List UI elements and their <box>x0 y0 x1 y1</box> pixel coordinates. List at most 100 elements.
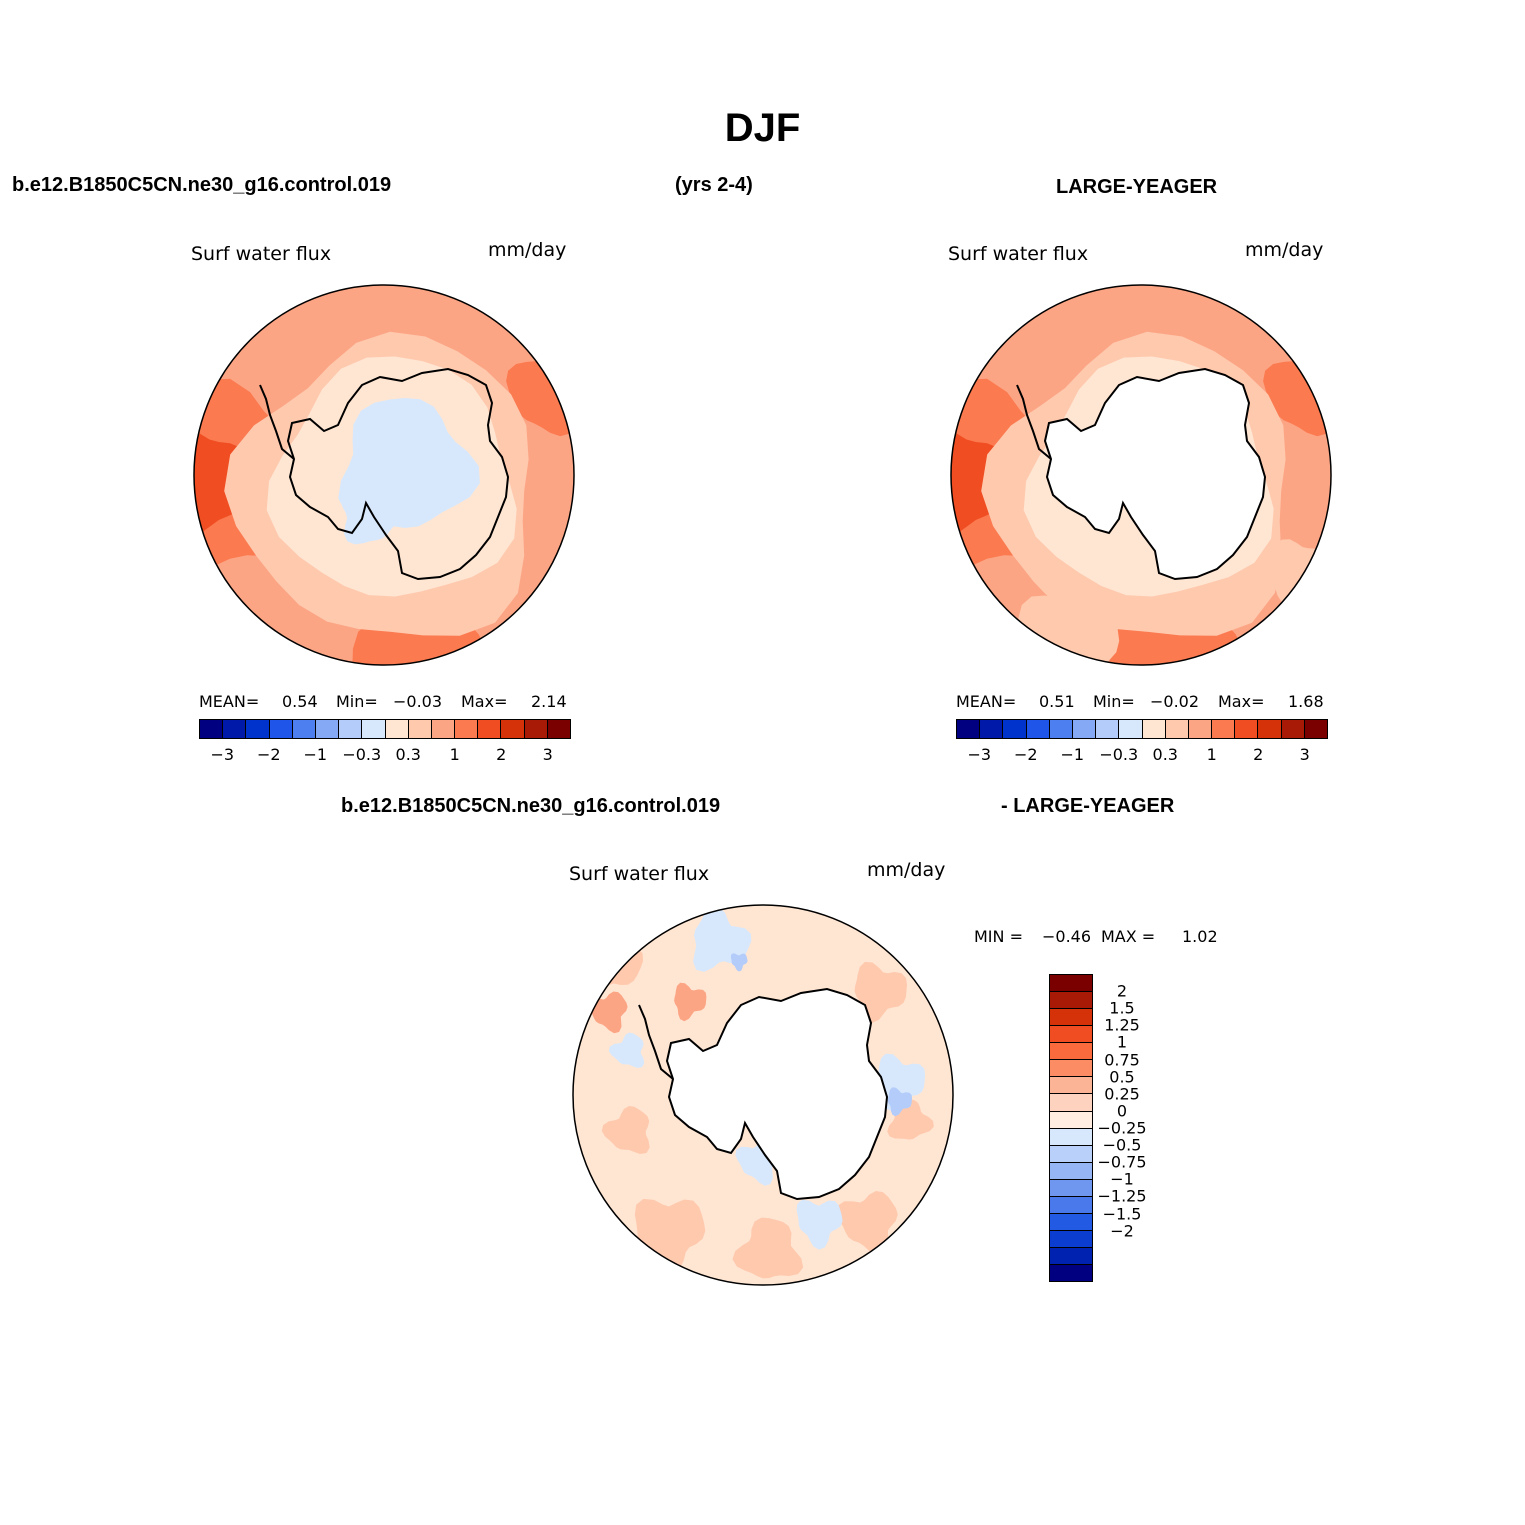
obs-name: LARGE-YEAGER <box>1056 176 1218 198</box>
colorbar-swatch <box>362 720 386 738</box>
colorbar-swatch <box>501 720 525 738</box>
colorbar-tick-label: 0.25 <box>1104 1084 1140 1104</box>
colorbar-tick-label: −0.3 <box>1099 745 1139 764</box>
colorbar-tick-label: 0.3 <box>1152 745 1178 764</box>
map-field <box>194 285 574 665</box>
colorbar-tick-label: 2 <box>1253 745 1264 764</box>
colorbar-swatch <box>1050 1248 1092 1266</box>
panel1-max-label: Max= <box>461 692 508 711</box>
colorbar-swatch <box>1003 720 1027 738</box>
diff-colorbar <box>1049 974 1093 1282</box>
colorbar-swatch <box>1050 1230 1092 1248</box>
colorbar-swatch <box>1050 1265 1092 1282</box>
colorbar-swatch <box>1050 1128 1092 1146</box>
colorbar-swatch <box>223 720 247 738</box>
colorbar-tick-label: 0.5 <box>1109 1067 1135 1087</box>
panel1-map <box>193 284 575 666</box>
colorbar-swatch <box>1235 720 1259 738</box>
colorbar-swatch <box>1050 1111 1092 1129</box>
colorbar-swatch <box>1050 1145 1092 1163</box>
page-title: DJF <box>724 106 801 150</box>
colorbar-swatch <box>455 720 479 738</box>
panel3-max-label: MAX = <box>1101 927 1156 946</box>
colorbar-tick-label: 1 <box>449 745 460 764</box>
panel3-variable: Surf water flux <box>569 863 710 885</box>
colorbar-swatch <box>408 720 432 738</box>
colorbar-swatch <box>200 720 224 738</box>
colorbar-swatch <box>1049 720 1073 738</box>
colorbar-swatch <box>1050 1043 1092 1061</box>
panel2-units: mm/day <box>1245 239 1324 261</box>
panel1-colorbar <box>199 719 571 739</box>
colorbar-tick-label: −1 <box>303 745 328 764</box>
colorbar-swatch <box>269 720 293 738</box>
colorbar-tick-label: −1.5 <box>1102 1204 1142 1224</box>
panel3-map <box>572 904 954 1286</box>
colorbar-tick-label: 3 <box>1299 745 1310 764</box>
colorbar-swatch <box>478 720 502 738</box>
colorbar-swatch <box>1050 1162 1092 1180</box>
panel1-variable: Surf water flux <box>191 243 332 265</box>
panel3-min: −0.46 <box>1042 927 1092 946</box>
colorbar-tick-label: 0 <box>1116 1101 1128 1121</box>
period-label: (yrs 2-4) <box>675 174 753 196</box>
colorbar-swatch <box>1142 720 1166 738</box>
colorbar-swatch <box>1212 720 1236 738</box>
colorbar-tick-label: −0.5 <box>1102 1135 1142 1155</box>
panel1-max: 2.14 <box>531 692 567 711</box>
colorbar-swatch <box>1050 1196 1092 1214</box>
colorbar-tick-label: 3 <box>542 745 553 764</box>
colorbar-swatch <box>547 720 570 738</box>
colorbar-swatch <box>315 720 340 738</box>
panel3-min-label: MIN = <box>974 927 1023 946</box>
colorbar-swatch <box>1050 975 1092 993</box>
colorbar-swatch <box>1072 720 1097 738</box>
colorbar-swatch <box>1050 1009 1092 1027</box>
colorbar-tick-label: −0.75 <box>1097 1152 1147 1172</box>
colorbar-swatch <box>292 720 316 738</box>
colorbar-swatch <box>1119 720 1143 738</box>
colorbar-tick-label: −2 <box>1013 745 1038 764</box>
colorbar-swatch <box>524 720 548 738</box>
colorbar-swatch <box>1050 992 1092 1010</box>
panel1-mean-label: MEAN= <box>199 692 260 711</box>
panel2-map <box>950 284 1332 666</box>
panel2-max: 1.68 <box>1288 692 1324 711</box>
colorbar-swatch <box>1188 720 1213 738</box>
colorbar-tick-label: −0.3 <box>342 745 382 764</box>
colorbar-swatch <box>1050 1026 1092 1044</box>
colorbar-swatch <box>1050 1179 1092 1197</box>
panel3-max: 1.02 <box>1182 927 1218 946</box>
colorbar-swatch <box>1050 1060 1092 1078</box>
colorbar-swatch <box>1050 1213 1092 1231</box>
colorbar-swatch <box>1050 1077 1092 1095</box>
panel2-min-label: Min= <box>1093 692 1135 711</box>
case-name: b.e12.B1850C5CN.ne30_g16.control.019 <box>12 174 392 196</box>
panel2-min: −0.02 <box>1150 692 1200 711</box>
diff-case-name: b.e12.B1850C5CN.ne30_g16.control.019 <box>341 795 721 817</box>
colorbar-tick-label: −3 <box>210 745 235 764</box>
panel1-min: −0.03 <box>393 692 443 711</box>
panel3-units: mm/day <box>867 859 946 881</box>
map-field <box>573 905 953 1285</box>
panel1-units: mm/day <box>488 239 567 261</box>
colorbar-tick-label: −2 <box>1110 1221 1134 1241</box>
colorbar-swatch <box>1050 1094 1092 1112</box>
colorbar-swatch <box>246 720 270 738</box>
colorbar-tick-label: 2 <box>1116 981 1128 1001</box>
colorbar-tick-label: −3 <box>967 745 992 764</box>
colorbar-tick-label: 0.75 <box>1104 1050 1140 1070</box>
colorbar-tick-label: −1.25 <box>1097 1186 1147 1206</box>
panel2-colorbar <box>956 719 1328 739</box>
colorbar-swatch <box>1165 720 1189 738</box>
panel2-variable: Surf water flux <box>948 243 1089 265</box>
colorbar-swatch <box>1258 720 1282 738</box>
panel1-mean: 0.54 <box>282 692 318 711</box>
colorbar-tick-label: −0.25 <box>1097 1118 1147 1138</box>
panel2-mean: 0.51 <box>1039 692 1075 711</box>
panel2-mean-label: MEAN= <box>956 692 1017 711</box>
colorbar-tick-label: 2 <box>496 745 507 764</box>
colorbar-swatch <box>980 720 1004 738</box>
colorbar-swatch <box>431 720 456 738</box>
colorbar-swatch <box>1304 720 1327 738</box>
